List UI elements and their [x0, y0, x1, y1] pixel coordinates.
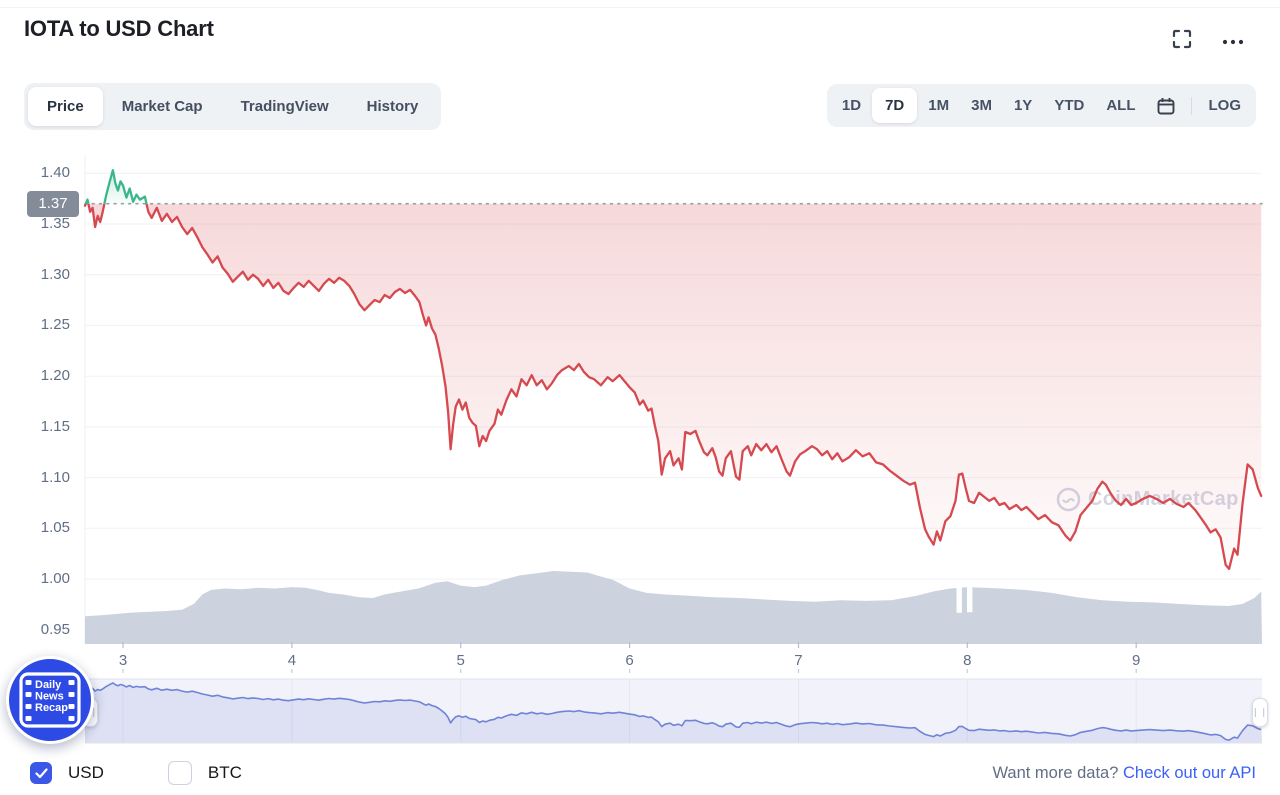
tab-market-cap[interactable]: Market Cap	[121, 98, 203, 115]
open-price-badge: 1.37	[27, 190, 79, 217]
currency-toggle-row: USD BTC	[30, 761, 290, 785]
tab-history[interactable]: History	[366, 98, 419, 115]
more-options-button[interactable]	[1220, 28, 1246, 54]
range-3m[interactable]: 3M	[971, 97, 992, 114]
y-tick-label: 1.20	[40, 367, 70, 385]
check-icon	[34, 767, 48, 778]
api-link[interactable]: Check out our API	[1123, 764, 1256, 782]
btc-label: BTC	[207, 763, 242, 782]
y-tick-label: 1.40	[40, 164, 70, 182]
calendar-icon	[1157, 97, 1174, 114]
range-1m[interactable]: 1M	[928, 97, 950, 114]
x-tick-label: 4	[287, 652, 297, 669]
usd-checkbox[interactable]	[30, 762, 52, 784]
usd-label: USD	[68, 763, 104, 782]
range-7d[interactable]: 7D	[872, 88, 918, 123]
y-tick-label: 1.00	[40, 570, 70, 588]
y-tick-label: 1.25	[40, 316, 70, 334]
calendar-button[interactable]	[1147, 91, 1185, 121]
api-prompt-text: Want more data?	[992, 764, 1119, 782]
coinmarketcap-watermark: CoinMarketCap	[1056, 487, 1239, 512]
y-tick-label: 1.10	[40, 468, 70, 486]
range-ytd[interactable]: YTD	[1054, 97, 1085, 114]
btc-checkbox[interactable]	[167, 761, 192, 785]
tab-tradingview[interactable]: TradingView	[240, 98, 329, 115]
tab-price[interactable]: Price	[28, 87, 103, 126]
navigator-right-handle[interactable]: ❘❘	[1251, 698, 1268, 727]
x-tick-label: 7	[794, 652, 803, 669]
log-scale-button[interactable]: LOG	[1208, 97, 1242, 114]
range-all[interactable]: ALL	[1106, 97, 1136, 114]
ellipsis-icon	[1222, 32, 1244, 50]
navigator-tick-label: 9	[1132, 720, 1141, 736]
navigator-tick-label: 7	[794, 720, 803, 736]
navigator-tick-label: 5	[456, 720, 465, 736]
y-tick-label: 1.15	[40, 417, 70, 435]
toolbar-divider	[1190, 96, 1192, 115]
navigator-tick-label: 3	[119, 720, 127, 736]
navigator-tick-label: 6	[625, 720, 634, 736]
fullscreen-icon	[1172, 29, 1192, 54]
x-tick-label: 9	[1132, 652, 1141, 669]
navigator-tick-label: 8	[963, 720, 972, 736]
range-1y[interactable]: 1Y	[1013, 97, 1033, 114]
x-tick-label: 8	[963, 652, 972, 669]
card-top-border	[0, 7, 1280, 8]
page-title: IOTA to USD Chart	[24, 16, 214, 41]
y-tick-label: 1.05	[40, 519, 70, 537]
y-tick-label: 1.30	[40, 265, 70, 283]
film-strip-icon: Daily News Recap	[19, 672, 81, 728]
api-callout: Want more data? Check out our API	[992, 764, 1256, 783]
coinmarketcap-logo-icon	[1056, 487, 1081, 512]
daily-news-recap-badge[interactable]: Daily News Recap	[6, 656, 94, 744]
y-tick-label: 1.35	[40, 214, 70, 232]
chart-type-tabs: Price Market Cap TradingView History	[24, 83, 442, 130]
fullscreen-button[interactable]	[1169, 28, 1195, 54]
x-tick-label: 6	[625, 652, 634, 669]
x-tick-label: 5	[456, 652, 465, 669]
navigator-tick-label: 4	[287, 720, 296, 736]
time-range-toolbar: 1D 7D 1M 3M 1Y YTD ALL LOG	[826, 84, 1256, 127]
x-tick-label: 3	[118, 652, 128, 669]
y-tick-label: 0.95	[40, 620, 70, 638]
watermark-text: CoinMarketCap	[1088, 488, 1239, 510]
range-1d[interactable]: 1D	[841, 97, 862, 114]
